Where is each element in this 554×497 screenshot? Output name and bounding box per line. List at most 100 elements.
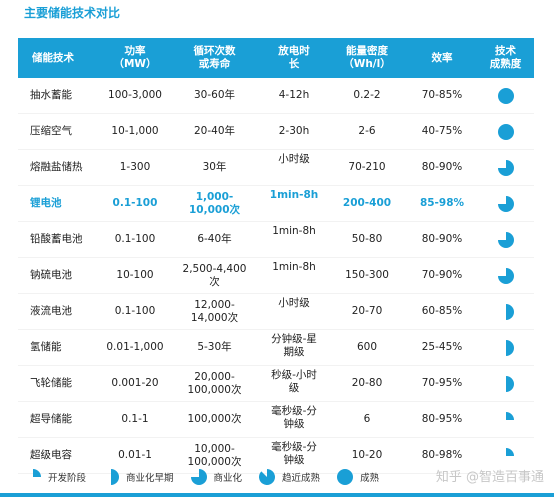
cell-cycle: 100,000次 [168, 402, 261, 437]
legend-label: 商业化早期 [126, 473, 174, 484]
cell-cycle-text: 5-30年 [197, 341, 232, 353]
cell-duration-text: 1min-8h [269, 189, 319, 201]
cell-tech: 锂电池 [18, 186, 102, 221]
cell-tech-text: 氢储能 [30, 341, 62, 353]
cell-duration: 小时级 [261, 294, 327, 329]
header-cycle: 循环次数 或寿命 [168, 38, 261, 78]
cell-cycle-text: 2,500-4,400 次 [182, 262, 247, 288]
cell-power: 0.001-20 [102, 366, 168, 401]
cell-density-text: 2-6 [358, 125, 376, 137]
cell-efficiency: 70-85% [407, 78, 477, 113]
table-header: 储能技术 功率 （MW） 循环次数 或寿命 放电时长 能量密度 （Wh/l） 效率 技… [18, 38, 534, 78]
legend-item: 成熟 [336, 468, 379, 486]
cell-cycle: 1,000- 10,000次 [168, 186, 261, 221]
table-row: 压缩空气 10-1,000 20-40年 2-30h 2-6 40-75% [18, 114, 534, 150]
cell-tech: 氢储能 [18, 330, 102, 365]
header-cycle-line1: 循环次数 [193, 45, 236, 57]
legend-item: 开发阶段 [24, 468, 86, 486]
cell-density-text: 20-70 [351, 305, 383, 317]
cell-power: 0.1-100 [102, 294, 168, 329]
cell-tech-text: 超导储能 [30, 413, 72, 425]
cell-duration-text: 毫秒级-分 钟级 [271, 441, 317, 466]
cell-density: 20-70 [327, 294, 407, 329]
cell-density-text: 200-400 [342, 197, 392, 209]
cell-density: 10-20 [327, 438, 407, 473]
cell-efficiency-text: 70-95% [421, 377, 463, 389]
header-maturity: 技术 成熟度 [477, 38, 534, 78]
cell-duration-text: 1min-8h [272, 261, 316, 273]
cell-duration-text: 小时级 [278, 153, 310, 165]
cell-power-text: 1-300 [119, 161, 151, 173]
cell-tech-text: 抽水蓄能 [30, 89, 72, 101]
maturity-pie-icon [497, 159, 514, 176]
cell-density: 150-300 [327, 258, 407, 293]
cell-duration: 秒级-小时级 [261, 366, 327, 401]
header-density: 能量密度 （Wh/l） [327, 38, 407, 78]
cell-maturity [477, 258, 534, 293]
cell-tech-text: 压缩空气 [30, 125, 72, 137]
header-density-line2: （Wh/l） [343, 58, 391, 70]
cell-efficiency-text: 40-75% [421, 125, 463, 137]
cell-duration-text: 1min-8h [272, 225, 316, 237]
header-efficiency: 效率 [431, 51, 453, 64]
cell-efficiency: 80-90% [407, 150, 477, 185]
cell-maturity [477, 294, 534, 329]
table-row: 超级电容 0.01-1 10,000- 100,000次 毫秒级-分 钟级 10-20 80-… [18, 438, 534, 474]
cell-power: 0.01-1,000 [102, 330, 168, 365]
cell-power: 0.01-1 [102, 438, 168, 473]
cell-tech-text: 熔融盐储热 [30, 161, 83, 173]
cell-efficiency-text: 70-85% [421, 89, 463, 101]
header-maturity-line2: 成熟度 [489, 58, 522, 70]
cell-efficiency: 60-85% [407, 294, 477, 329]
table-row: 飞轮储能 0.001-20 20,000- 100,000次 秒级-小时级 20-80 70… [18, 366, 534, 402]
legend-label: 开发阶段 [48, 473, 87, 484]
cell-efficiency-text: 80-98% [421, 449, 463, 461]
cell-duration-text: 毫秒级-分 钟级 [271, 405, 317, 430]
header-duration-line1: 放电时 [278, 45, 310, 57]
cell-duration-text: 2-30h [278, 125, 310, 137]
cell-tech: 铅酸蓄电池 [18, 222, 102, 257]
maturity-pie-icon [505, 375, 514, 392]
table-row: 锂电池 0.1-100 1,000- 10,000次 1min-8h 200-400 85-… [18, 186, 534, 222]
cell-density: 20-80 [327, 366, 407, 401]
legend-item: 商业化 [190, 468, 242, 486]
cell-density-text: 6 [363, 413, 371, 425]
table-body: 抽水蓄能 100-3,000 30-60年 4-12h 0.2-2 70-85% 压缩空气 1… [18, 78, 534, 474]
cell-power-text: 0.001-20 [111, 377, 159, 389]
cell-cycle-text: 10,000- 100,000次 [187, 442, 242, 468]
cell-cycle-text: 30年 [202, 161, 227, 173]
header-cycle-line2: 或寿命 [198, 58, 231, 70]
cell-maturity [477, 222, 534, 257]
cell-density-text: 0.2-2 [353, 89, 381, 101]
cell-tech-text: 飞轮储能 [30, 377, 72, 389]
cell-power-text: 0.1-100 [114, 305, 156, 317]
cell-power-text: 0.1-100 [112, 197, 158, 209]
cell-tech: 钠硫电池 [18, 258, 102, 293]
cell-power: 100-3,000 [102, 78, 168, 113]
cell-maturity [477, 402, 534, 437]
cell-density: 0.2-2 [327, 78, 407, 113]
cell-power: 10-1,000 [102, 114, 168, 149]
legend-label: 趋近成熟 [282, 473, 321, 484]
table-row: 铅酸蓄电池 0.1-100 6-40年 1min-8h 50-80 80-90% [18, 222, 534, 258]
cell-power: 0.1-100 [102, 222, 168, 257]
cell-efficiency-text: 80-90% [421, 161, 463, 173]
cell-tech: 压缩空气 [18, 114, 102, 149]
cell-tech: 抽水蓄能 [18, 78, 102, 113]
cell-cycle: 12,000- 14,000次 [168, 294, 261, 329]
table-row: 氢储能 0.01-1,000 5-30年 分钟级-星 期级 600 25-45% [18, 330, 534, 366]
header-power-line2: （MW） [113, 58, 157, 70]
table-row: 超导储能 0.1-1 100,000次 毫秒级-分 钟级 6 80-95% [18, 402, 534, 438]
cell-cycle-text: 1,000- 10,000次 [188, 190, 241, 216]
cell-density-text: 150-300 [345, 269, 389, 281]
cell-power-text: 0.1-100 [114, 233, 156, 245]
cell-maturity [477, 438, 534, 473]
cell-efficiency: 70-90% [407, 258, 477, 293]
cell-density-text: 20-80 [351, 377, 383, 389]
cell-maturity [477, 114, 534, 149]
cell-maturity [477, 186, 534, 221]
cell-efficiency-text: 80-95% [421, 413, 463, 425]
cell-power-text: 100-3,000 [108, 89, 162, 101]
cell-duration: 毫秒级-分 钟级 [261, 438, 327, 473]
cell-duration: 1min-8h [261, 222, 327, 257]
